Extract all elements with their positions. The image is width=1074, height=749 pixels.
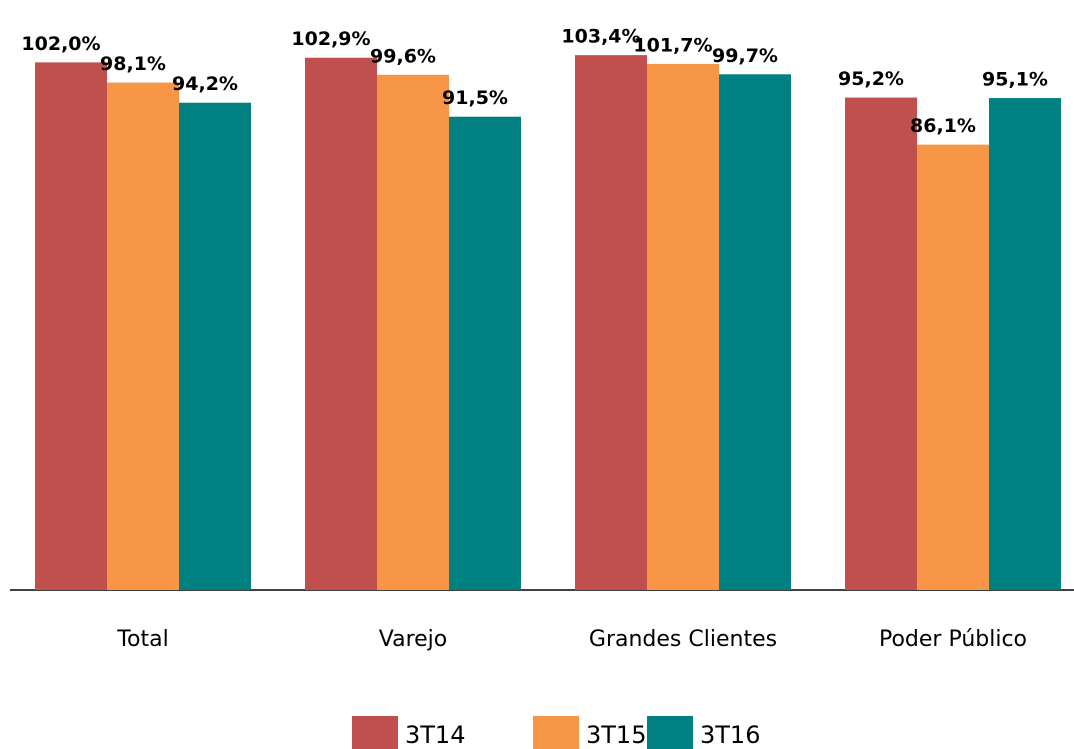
data-label: 102,9% <box>291 28 370 50</box>
bar <box>449 116 521 590</box>
data-label: 99,7% <box>712 45 778 67</box>
data-label: 103,4% <box>561 26 640 48</box>
bar <box>179 102 251 590</box>
legend-swatch <box>533 716 579 749</box>
data-label: 98,1% <box>100 53 166 75</box>
bar <box>107 82 179 591</box>
x-tick-label: Grandes Clientes <box>589 627 777 652</box>
data-label: 86,1% <box>910 115 976 137</box>
bar <box>305 57 377 590</box>
data-label: 101,7% <box>633 34 712 56</box>
bar <box>845 97 917 590</box>
x-tick-label: Varejo <box>379 627 448 652</box>
data-label: 99,6% <box>370 45 436 67</box>
data-label: 102,0% <box>21 33 100 55</box>
x-tick-label: Poder Público <box>879 627 1027 652</box>
data-label: 91,5% <box>442 87 508 109</box>
bar <box>377 74 449 590</box>
data-label: 94,2% <box>172 73 238 95</box>
legend-label: 3T14 <box>405 721 465 749</box>
bar <box>647 63 719 590</box>
bar <box>989 98 1061 590</box>
legend-swatch <box>352 716 398 749</box>
bar <box>35 62 107 590</box>
legend-label: 3T16 <box>700 721 760 749</box>
data-label: 95,2% <box>838 68 904 90</box>
legend-label: 3T15 <box>586 721 646 749</box>
bar <box>575 55 647 590</box>
bar <box>719 74 791 590</box>
legend-swatch <box>647 716 693 749</box>
data-label: 95,1% <box>982 69 1048 91</box>
bar <box>917 144 989 591</box>
x-tick-label: Total <box>116 627 168 652</box>
